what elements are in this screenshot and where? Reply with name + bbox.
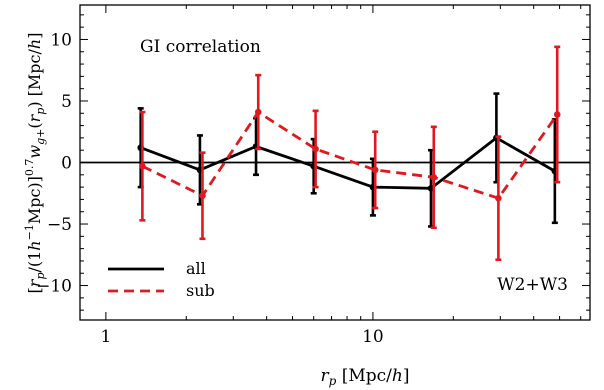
- plot-layer: [80, 45, 590, 262]
- series-sub: [139, 45, 561, 262]
- legend-label-all: all: [186, 259, 206, 278]
- series-sub-point: [553, 111, 561, 118]
- series-sub-point: [254, 108, 262, 116]
- series-all: [137, 92, 559, 228]
- x-axis-label-sub: p: [329, 374, 337, 388]
- series-sub-point: [139, 162, 146, 170]
- series-sub-point: [371, 166, 379, 174]
- series-all-line: [140, 136, 556, 190]
- y-axis-label: [rp/(1h−1Mpc)]0.7wg+(rp) [Mpc/h]: [23, 33, 47, 294]
- series-sub-point: [430, 173, 438, 181]
- series-sub-point: [312, 145, 319, 153]
- x-axis-label: rp [Mpc/h]: [321, 366, 410, 388]
- x-axis-label-var: r: [321, 366, 330, 386]
- field-label: W2+W3: [497, 275, 568, 295]
- series-sub-point: [199, 192, 206, 200]
- y-tick-label: 5: [61, 92, 72, 112]
- y-tick-label: 10: [50, 30, 72, 50]
- y-tick-label: −10: [36, 277, 72, 297]
- axes-layer: −10 −5 0 5 10 1 10: [36, 4, 591, 347]
- y-tick-label: 0: [61, 154, 72, 174]
- annotation-gi: GI correlation: [140, 37, 261, 57]
- x-axis-label-unit-var: h: [392, 366, 403, 386]
- x-axis-label-close: ]: [403, 366, 410, 386]
- series-sub-line: [141, 110, 559, 200]
- series-sub-point: [495, 194, 502, 202]
- x-tick-label: 10: [362, 327, 384, 347]
- x-axis-label-unit: [Mpc/: [336, 366, 392, 386]
- y-tick-label: −5: [47, 215, 72, 235]
- legend-label-sub: sub: [186, 281, 215, 300]
- x-tick-label: 1: [100, 327, 111, 347]
- legend: all sub: [108, 259, 215, 300]
